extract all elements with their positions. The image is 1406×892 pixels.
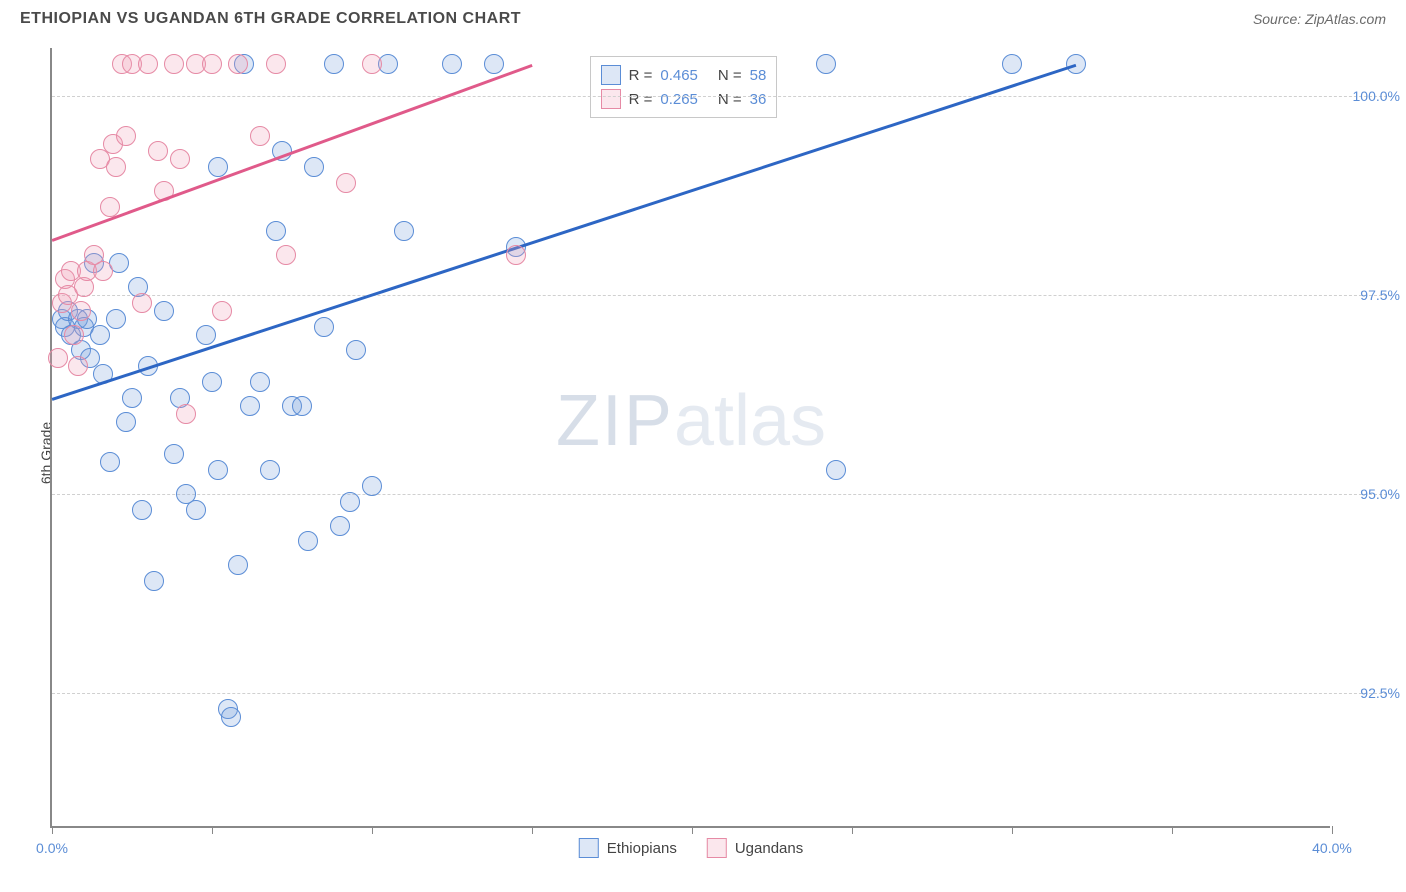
x-tick-label: 40.0%	[1312, 840, 1352, 856]
data-point-ethiopians	[266, 221, 286, 241]
x-tick	[692, 826, 693, 834]
legend-swatch	[601, 65, 621, 85]
data-point-ethiopians	[186, 500, 206, 520]
data-point-ethiopians	[132, 500, 152, 520]
data-point-ethiopians	[240, 396, 260, 416]
data-point-ugandans	[106, 157, 126, 177]
data-point-ugandans	[250, 126, 270, 146]
data-point-ugandans	[164, 54, 184, 74]
correlation-legend: R = 0.465N = 58R = 0.265N = 36	[590, 56, 778, 118]
data-point-ethiopians	[1066, 54, 1086, 74]
series-legend: Ethiopians Ugandans	[579, 838, 803, 858]
data-point-ugandans	[276, 245, 296, 265]
data-point-ugandans	[266, 54, 286, 74]
data-point-ethiopians	[442, 54, 462, 74]
watermark: ZIPatlas	[556, 380, 826, 462]
source-attribution: Source: ZipAtlas.com	[1253, 11, 1386, 27]
x-tick	[532, 826, 533, 834]
data-point-ugandans	[336, 173, 356, 193]
data-point-ugandans	[170, 149, 190, 169]
regression-line-ugandans	[52, 64, 533, 241]
y-tick-label: 97.5%	[1360, 287, 1400, 303]
data-point-ethiopians	[346, 340, 366, 360]
legend-row-ugandans: R = 0.265N = 36	[601, 87, 767, 111]
data-point-ethiopians	[304, 157, 324, 177]
data-point-ethiopians	[154, 301, 174, 321]
data-point-ugandans	[132, 293, 152, 313]
legend-swatch	[601, 89, 621, 109]
data-point-ethiopians	[292, 396, 312, 416]
data-point-ugandans	[71, 301, 91, 321]
header: ETHIOPIAN VS UGANDAN 6TH GRADE CORRELATI…	[0, 0, 1406, 38]
y-tick-label: 92.5%	[1360, 685, 1400, 701]
data-point-ethiopians	[144, 571, 164, 591]
correlation-chart: 6th Grade ZIPatlas R = 0.465N = 58R = 0.…	[0, 38, 1406, 868]
data-point-ethiopians	[221, 707, 241, 727]
data-point-ugandans	[93, 261, 113, 281]
legend-label: Ugandans	[735, 840, 803, 857]
x-tick	[52, 826, 53, 834]
legend-row-ethiopians: R = 0.465N = 58	[601, 63, 767, 87]
legend-label: Ethiopians	[607, 840, 677, 857]
x-tick	[212, 826, 213, 834]
data-point-ethiopians	[260, 460, 280, 480]
x-tick	[1172, 826, 1173, 834]
data-point-ethiopians	[314, 317, 334, 337]
data-point-ethiopians	[106, 309, 126, 329]
data-point-ugandans	[68, 356, 88, 376]
data-point-ethiopians	[298, 531, 318, 551]
data-point-ethiopians	[394, 221, 414, 241]
x-tick	[852, 826, 853, 834]
grid-line	[52, 494, 1392, 495]
x-tick	[372, 826, 373, 834]
data-point-ugandans	[176, 404, 196, 424]
data-point-ethiopians	[202, 372, 222, 392]
legend-item-ethiopians: Ethiopians	[579, 838, 677, 858]
data-point-ugandans	[202, 54, 222, 74]
data-point-ugandans	[148, 141, 168, 161]
data-point-ethiopians	[826, 460, 846, 480]
data-point-ethiopians	[100, 452, 120, 472]
data-point-ethiopians	[340, 492, 360, 512]
grid-line	[52, 96, 1392, 97]
x-tick	[1332, 826, 1333, 834]
data-point-ugandans	[116, 126, 136, 146]
grid-line	[52, 295, 1392, 296]
data-point-ugandans	[138, 54, 158, 74]
data-point-ethiopians	[484, 54, 504, 74]
data-point-ugandans	[212, 301, 232, 321]
data-point-ethiopians	[116, 412, 136, 432]
legend-swatch	[579, 838, 599, 858]
data-point-ugandans	[64, 325, 84, 345]
regression-line-ethiopians	[52, 64, 1077, 401]
data-point-ugandans	[48, 348, 68, 368]
y-tick-label: 95.0%	[1360, 486, 1400, 502]
data-point-ethiopians	[362, 476, 382, 496]
data-point-ethiopians	[208, 460, 228, 480]
x-tick-label: 0.0%	[36, 840, 68, 856]
legend-swatch	[707, 838, 727, 858]
data-point-ugandans	[362, 54, 382, 74]
grid-line	[52, 693, 1392, 694]
data-point-ethiopians	[816, 54, 836, 74]
x-tick	[1012, 826, 1013, 834]
data-point-ethiopians	[330, 516, 350, 536]
data-point-ethiopians	[164, 444, 184, 464]
data-point-ethiopians	[1002, 54, 1022, 74]
data-point-ethiopians	[90, 325, 110, 345]
plot-area: ZIPatlas R = 0.465N = 58R = 0.265N = 36 …	[50, 48, 1330, 828]
data-point-ethiopians	[324, 54, 344, 74]
data-point-ugandans	[506, 245, 526, 265]
legend-item-ugandans: Ugandans	[707, 838, 803, 858]
y-tick-label: 100.0%	[1353, 88, 1400, 104]
data-point-ethiopians	[122, 388, 142, 408]
data-point-ethiopians	[250, 372, 270, 392]
data-point-ethiopians	[196, 325, 216, 345]
chart-title: ETHIOPIAN VS UGANDAN 6TH GRADE CORRELATI…	[20, 10, 521, 28]
data-point-ugandans	[228, 54, 248, 74]
data-point-ethiopians	[228, 555, 248, 575]
